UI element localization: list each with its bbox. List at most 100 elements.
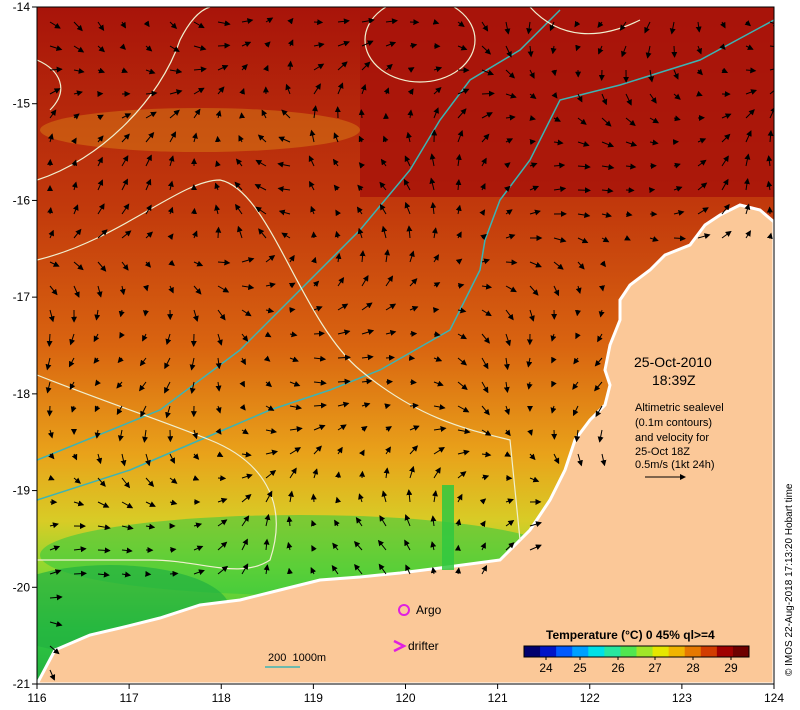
velocity-arrow: [572, 405, 579, 417]
velocity-arrow: [649, 117, 660, 124]
velocity-arrow: [405, 564, 411, 575]
colorbar-segment: [588, 646, 605, 657]
velocity-arrow: [239, 88, 245, 95]
velocity-arrow: [215, 428, 222, 435]
velocity-arrow: [312, 280, 320, 288]
velocity-arrow: [527, 45, 534, 58]
land-australia: [37, 203, 774, 684]
velocity-arrow: [385, 354, 395, 361]
velocity-arrow: [217, 285, 230, 293]
velocity-arrow: [433, 66, 443, 73]
velocity-arrow: [142, 429, 149, 443]
swath-artifact: [442, 485, 454, 570]
velocity-arrow: [255, 159, 267, 167]
velocity-arrow: [142, 284, 149, 292]
velocity-arrow: [577, 163, 591, 170]
velocity-arrow: [601, 212, 612, 218]
velocity-arrow: [265, 380, 272, 388]
velocity-arrow: [505, 233, 516, 240]
velocity-arrow: [624, 235, 631, 241]
lon-tick-label: 123: [672, 691, 692, 705]
velocity-arrow: [116, 381, 123, 389]
velocity-arrow: [145, 90, 158, 97]
velocity-arrow: [239, 380, 245, 388]
velocity-arrow: [337, 354, 351, 361]
velocity-arrow: [49, 66, 63, 73]
velocity-arrow: [49, 261, 60, 267]
isobath-1000m: [37, 9, 561, 461]
lon-tick-label: 122: [580, 691, 600, 705]
velocity-arrow: [334, 230, 341, 239]
velocity-arrow: [167, 233, 174, 241]
velocity-arrow: [551, 92, 558, 99]
velocity-arrow: [481, 90, 495, 97]
velocity-arrow: [766, 155, 773, 167]
velocity-arrow: [457, 129, 464, 143]
colorbar-tick-label: 24: [539, 661, 553, 675]
velocity-arrow: [553, 116, 561, 122]
velocity-arrow: [47, 429, 54, 439]
velocity-arrow: [409, 306, 419, 312]
velocity-arrow: [167, 180, 174, 191]
velocity-arrow: [263, 64, 269, 72]
velocity-arrow: [263, 564, 270, 575]
velocity-arrow: [505, 114, 516, 121]
velocity-arrow: [308, 155, 315, 167]
velocity-arrow: [669, 21, 676, 35]
velocity-arrow: [599, 260, 606, 268]
velocity-arrow: [121, 524, 134, 531]
velocity-arrow: [241, 515, 250, 527]
velocity-arrow: [214, 182, 221, 191]
velocity-arrow: [49, 522, 59, 529]
velocity-arrow: [116, 405, 123, 416]
velocity-arrow: [73, 67, 85, 74]
velocity-arrow: [480, 233, 487, 241]
velocity-arrow: [574, 429, 581, 443]
velocity-arrow: [139, 381, 147, 392]
velocity-arrow: [457, 381, 468, 390]
velocity-arrow: [572, 381, 579, 390]
velocity-arrow: [649, 139, 659, 146]
velocity-arrow: [409, 445, 419, 455]
velocity-arrow: [217, 333, 223, 346]
velocity-arrow: [47, 206, 54, 215]
velocity-arrow: [169, 109, 180, 119]
velocity-arrow: [97, 477, 106, 487]
colorbar-segment: [668, 646, 686, 657]
drifter-label: drifter: [408, 639, 439, 653]
lat-tick-label: -15: [13, 97, 31, 111]
velocity-arrow: [769, 45, 774, 47]
velocity-arrow: [625, 117, 636, 127]
velocity-arrow: [193, 66, 207, 73]
velocity-arrow: [432, 19, 440, 25]
velocity-arrow: [529, 162, 538, 169]
velocity-arrow: [189, 381, 196, 395]
velocity-arrow: [769, 68, 774, 71]
velocity-arrow: [385, 275, 394, 287]
velocity-arrow: [358, 162, 365, 169]
velocity-arrow: [673, 93, 681, 100]
velocity-arrow: [313, 402, 327, 409]
velocity-arrow: [529, 209, 541, 216]
velocity-arrow: [193, 87, 205, 95]
velocity-arrow: [145, 131, 155, 143]
velocity-arrow: [313, 42, 325, 49]
velocity-arrow: [625, 93, 632, 106]
velocity-arrow: [118, 309, 125, 318]
velocity-arrow: [71, 181, 78, 191]
velocity-arrow: [379, 181, 387, 191]
velocity-arrow: [456, 231, 462, 239]
velocity-arrow: [644, 21, 651, 34]
velocity-arrow: [480, 542, 486, 551]
velocity-arrow: [121, 155, 129, 167]
velocity-arrow: [49, 669, 56, 681]
velocity-arrow: [73, 477, 81, 484]
velocity-arrow: [313, 330, 325, 337]
velocity-arrow: [241, 538, 248, 551]
velocity-arrow: [289, 331, 298, 338]
velocity-arrow: [264, 513, 271, 527]
velocity-arrow: [551, 380, 557, 388]
lat-tick-label: -20: [13, 580, 31, 594]
velocity-arrow: [288, 282, 296, 289]
velocity-arrow: [73, 90, 83, 97]
